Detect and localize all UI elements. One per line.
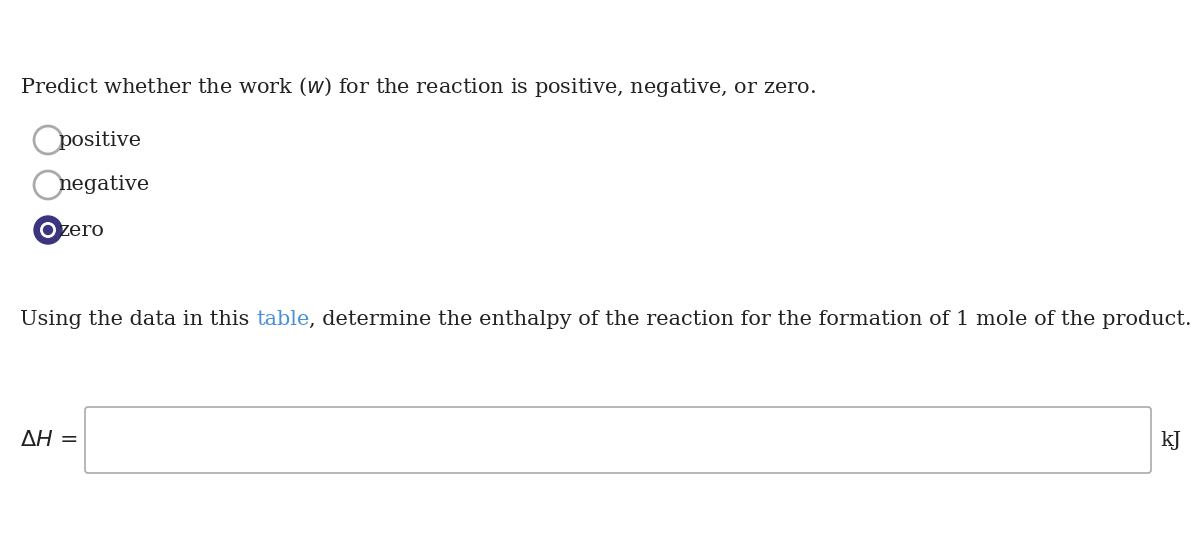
Text: Predict whether the work ($w$) for the reaction is positive, negative, or zero.: Predict whether the work ($w$) for the r… — [20, 75, 816, 99]
Text: table: table — [256, 310, 310, 329]
Text: Using the data in this: Using the data in this — [20, 310, 256, 329]
Text: kJ: kJ — [1160, 430, 1181, 450]
Circle shape — [43, 225, 53, 234]
Text: zero: zero — [58, 221, 104, 240]
Text: negative: negative — [58, 176, 149, 194]
Text: positive: positive — [58, 130, 142, 150]
Text: $\Delta H\,=$: $\Delta H\,=$ — [20, 429, 78, 451]
Circle shape — [34, 216, 62, 244]
Circle shape — [41, 223, 55, 237]
FancyBboxPatch shape — [85, 407, 1151, 473]
Text: , determine the enthalpy of the reaction for the formation of 1 mole of the prod: , determine the enthalpy of the reaction… — [310, 310, 1192, 329]
